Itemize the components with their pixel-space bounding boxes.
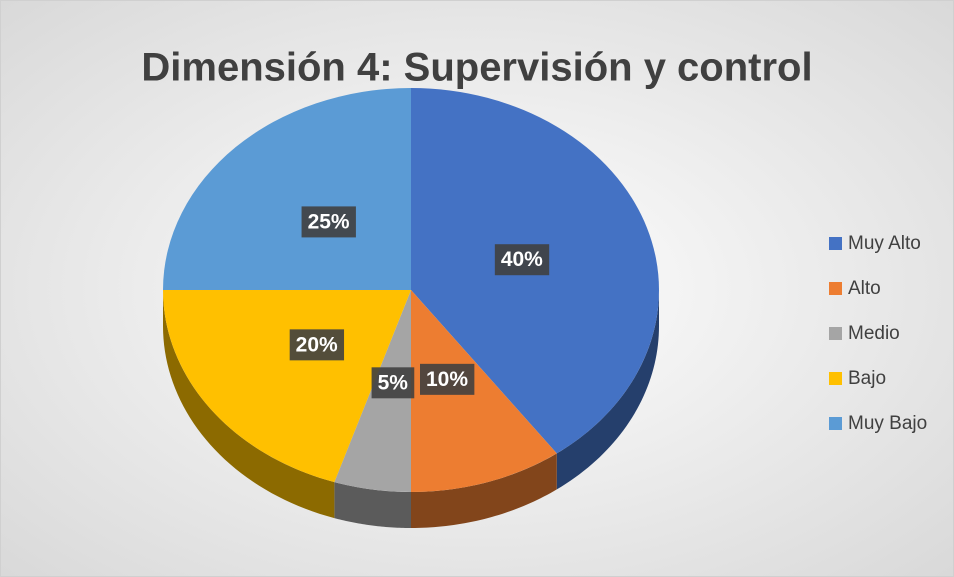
data-label: 10% <box>426 368 468 391</box>
slice <box>163 290 411 483</box>
legend-label: Muy Bajo <box>848 413 927 434</box>
data-label-box <box>289 329 345 361</box>
legend-swatch <box>829 372 842 385</box>
chart-title: Dimensión 4: Supervisión y control <box>141 46 812 90</box>
slice <box>411 290 557 492</box>
data-label: 20% <box>296 333 338 356</box>
legend-label: Bajo <box>848 368 886 389</box>
legend-label: Muy Alto <box>848 233 921 254</box>
slice-side <box>411 453 557 528</box>
data-label: 5% <box>378 371 409 394</box>
data-label: 25% <box>308 210 350 233</box>
legend-label: Alto <box>848 278 881 299</box>
slice <box>163 88 411 290</box>
slice-side <box>163 290 335 519</box>
legend-swatch <box>829 327 842 340</box>
data-label-box <box>371 367 415 399</box>
slice-side <box>334 482 411 528</box>
data-label: 40% <box>501 248 543 271</box>
slice-side <box>556 290 659 490</box>
data-label-box <box>494 244 550 276</box>
data-label-box <box>301 206 356 238</box>
legend-label: Medio <box>848 323 900 344</box>
legend-swatch <box>829 282 842 295</box>
data-label-box <box>420 363 475 395</box>
legend-swatch <box>829 417 842 430</box>
legend-swatch <box>829 237 842 250</box>
